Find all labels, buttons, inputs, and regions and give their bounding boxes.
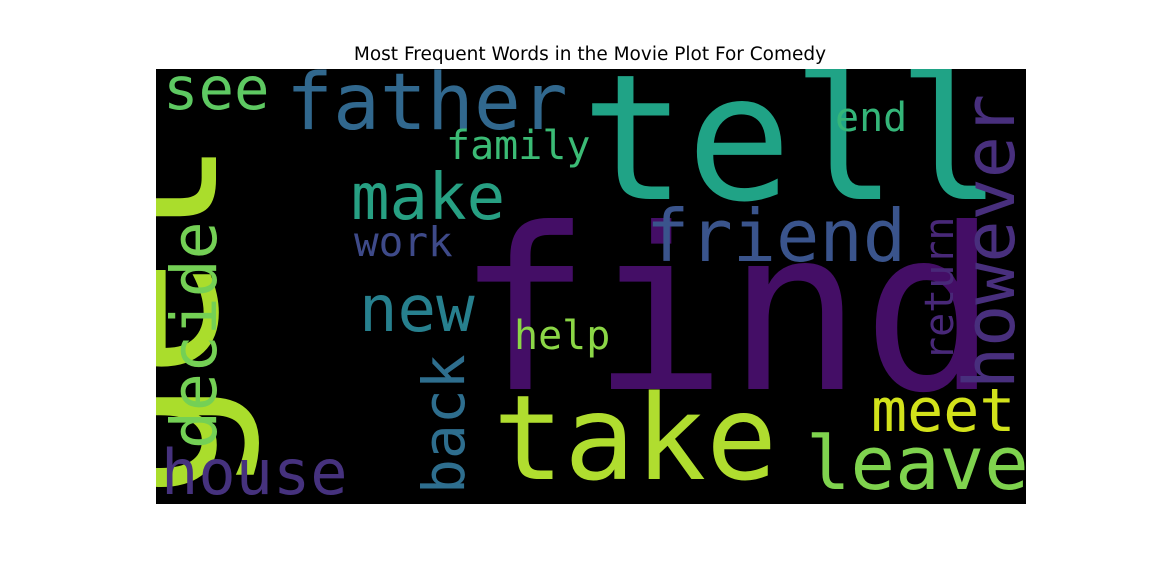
word-however: however [949,94,1026,389]
cloud-background [156,69,1026,504]
word-meet: meet [871,376,1016,446]
word-find: find [456,181,998,443]
word-return: return [917,217,963,362]
word-tell: tell [581,69,1002,241]
word-end: end [835,95,907,141]
word-help: help [514,313,610,359]
chart-title: Most Frequent Words in the Movie Plot Fo… [353,44,827,65]
word-back: back [410,354,478,494]
word-make: make [351,161,505,235]
word-cloud: find get tell take father friend make leave howe… [156,69,1026,504]
word-leave: leave [806,421,1026,504]
word-see: see [163,69,270,123]
word-family: family [446,123,591,169]
word-house: house [161,436,348,504]
word-new: new [359,273,475,347]
word-take: take [493,369,777,504]
word-father: father [286,69,568,148]
words-layer: find get tell take father friend make leave howe… [156,69,1026,504]
word-decide: decide [158,221,231,449]
word-work: work [354,218,453,266]
word-friend: friend [646,194,906,278]
word-get: get [156,138,264,499]
